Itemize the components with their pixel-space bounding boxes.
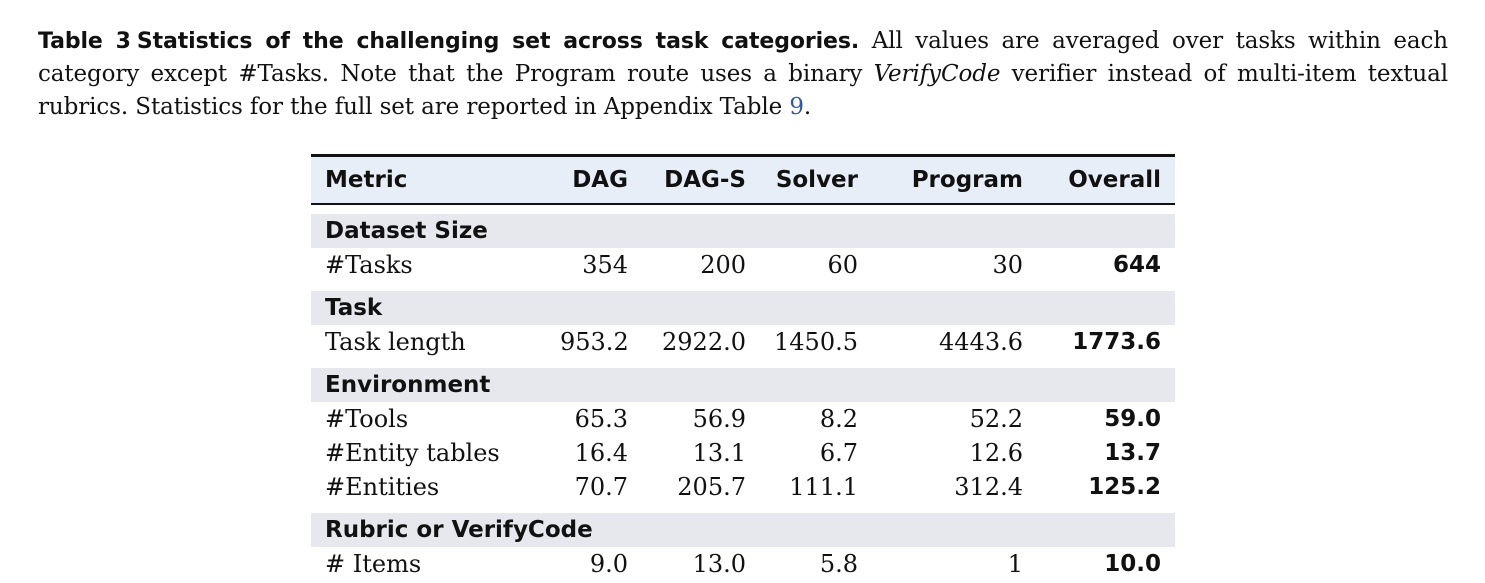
program-cell: 52.2 <box>969 405 1023 433</box>
solver-cell: 60 <box>827 251 858 279</box>
program-cell: 312.4 <box>954 473 1023 501</box>
statistics-table: Metric DAG DAG-S Solver Program Overall … <box>311 154 1175 581</box>
header-solver: Solver <box>775 167 858 193</box>
dag-s-cell: 200 <box>700 251 746 279</box>
overall-cell: 13.7 <box>1104 440 1161 466</box>
table-row: #Tools 65.3 56.9 8.2 52.2 59.0 <box>311 402 1175 436</box>
solver-cell: 1450.5 <box>774 328 858 356</box>
solver-cell: 8.2 <box>819 405 858 433</box>
table-row: # Items 9.0 13.0 5.8 1 10.0 <box>311 547 1175 581</box>
section-title: Task <box>311 291 1175 325</box>
appendix-table-ref-link[interactable]: 9 <box>789 94 804 120</box>
header-dag: DAG <box>572 167 628 193</box>
section-title: Environment <box>311 368 1175 402</box>
dag-cell: 70.7 <box>574 473 628 501</box>
dag-s-cell: 13.1 <box>692 439 746 467</box>
header-dag-s: DAG-S <box>664 167 746 193</box>
solver-cell: 111.1 <box>789 473 858 501</box>
metric-cell: # Items <box>325 550 422 578</box>
dag-s-cell: 2922.0 <box>662 328 746 356</box>
table-row: #Tasks 354 200 60 30 644 <box>311 248 1175 282</box>
caption-verifycode: VerifyCode <box>873 61 1001 87</box>
table-row: #Entities 70.7 205.7 111.1 312.4 125.2 <box>311 470 1175 504</box>
dag-cell: 953.2 <box>560 328 629 356</box>
section-row-dataset-size: Dataset Size <box>311 214 1175 248</box>
dag-s-cell: 13.0 <box>692 550 746 578</box>
overall-cell: 1773.6 <box>1072 329 1161 355</box>
program-cell: 30 <box>992 251 1023 279</box>
header-metric: Metric <box>325 167 408 193</box>
solver-cell: 5.8 <box>819 550 858 578</box>
section-title: Rubric or VerifyCode <box>311 513 1175 547</box>
header-program: Program <box>911 167 1023 193</box>
dag-s-cell: 205.7 <box>677 473 746 501</box>
section-row-task: Task <box>311 291 1175 325</box>
header-overall: Overall <box>1068 167 1161 193</box>
dag-cell: 65.3 <box>574 405 628 433</box>
overall-cell: 125.2 <box>1088 474 1161 500</box>
metric-cell: #Entity tables <box>325 439 500 467</box>
solver-cell: 6.7 <box>819 439 858 467</box>
statistics-table-container: Metric DAG DAG-S Solver Program Overall … <box>311 154 1175 581</box>
overall-cell: 644 <box>1112 252 1161 278</box>
dag-s-cell: 56.9 <box>692 405 746 433</box>
caption-label: Table 3 <box>38 29 131 54</box>
table-caption: Table 3 Statistics of the challenging set… <box>38 25 1448 124</box>
metric-cell: #Entities <box>325 473 440 501</box>
table-row: Task length 953.2 2922.0 1450.5 4443.6 1… <box>311 325 1175 359</box>
metric-cell: Task length <box>325 328 466 356</box>
caption-title: Statistics of the challenging set across… <box>136 29 860 54</box>
section-title: Dataset Size <box>311 214 1175 248</box>
program-cell: 12.6 <box>969 439 1023 467</box>
program-cell: 4443.6 <box>939 328 1023 356</box>
caption-text-2: verifier instead of multi-item textual r… <box>38 61 1448 120</box>
section-row-rubric: Rubric or VerifyCode <box>311 513 1175 547</box>
caption-text-3: . <box>803 94 812 120</box>
dag-cell: 354 <box>582 251 628 279</box>
program-cell: 1 <box>1007 550 1023 578</box>
metric-cell: #Tools <box>325 405 409 433</box>
dag-cell: 9.0 <box>589 550 628 578</box>
section-row-environment: Environment <box>311 368 1175 402</box>
overall-cell: 10.0 <box>1104 551 1161 577</box>
caption-text-1: All values are averaged over tasks withi… <box>38 28 1448 87</box>
metric-cell: #Tasks <box>325 251 413 279</box>
table-header-row: Metric DAG DAG-S Solver Program Overall <box>311 155 1175 204</box>
dag-cell: 16.4 <box>574 439 628 467</box>
table-row: #Entity tables 16.4 13.1 6.7 12.6 13.7 <box>311 436 1175 470</box>
overall-cell: 59.0 <box>1104 406 1161 432</box>
